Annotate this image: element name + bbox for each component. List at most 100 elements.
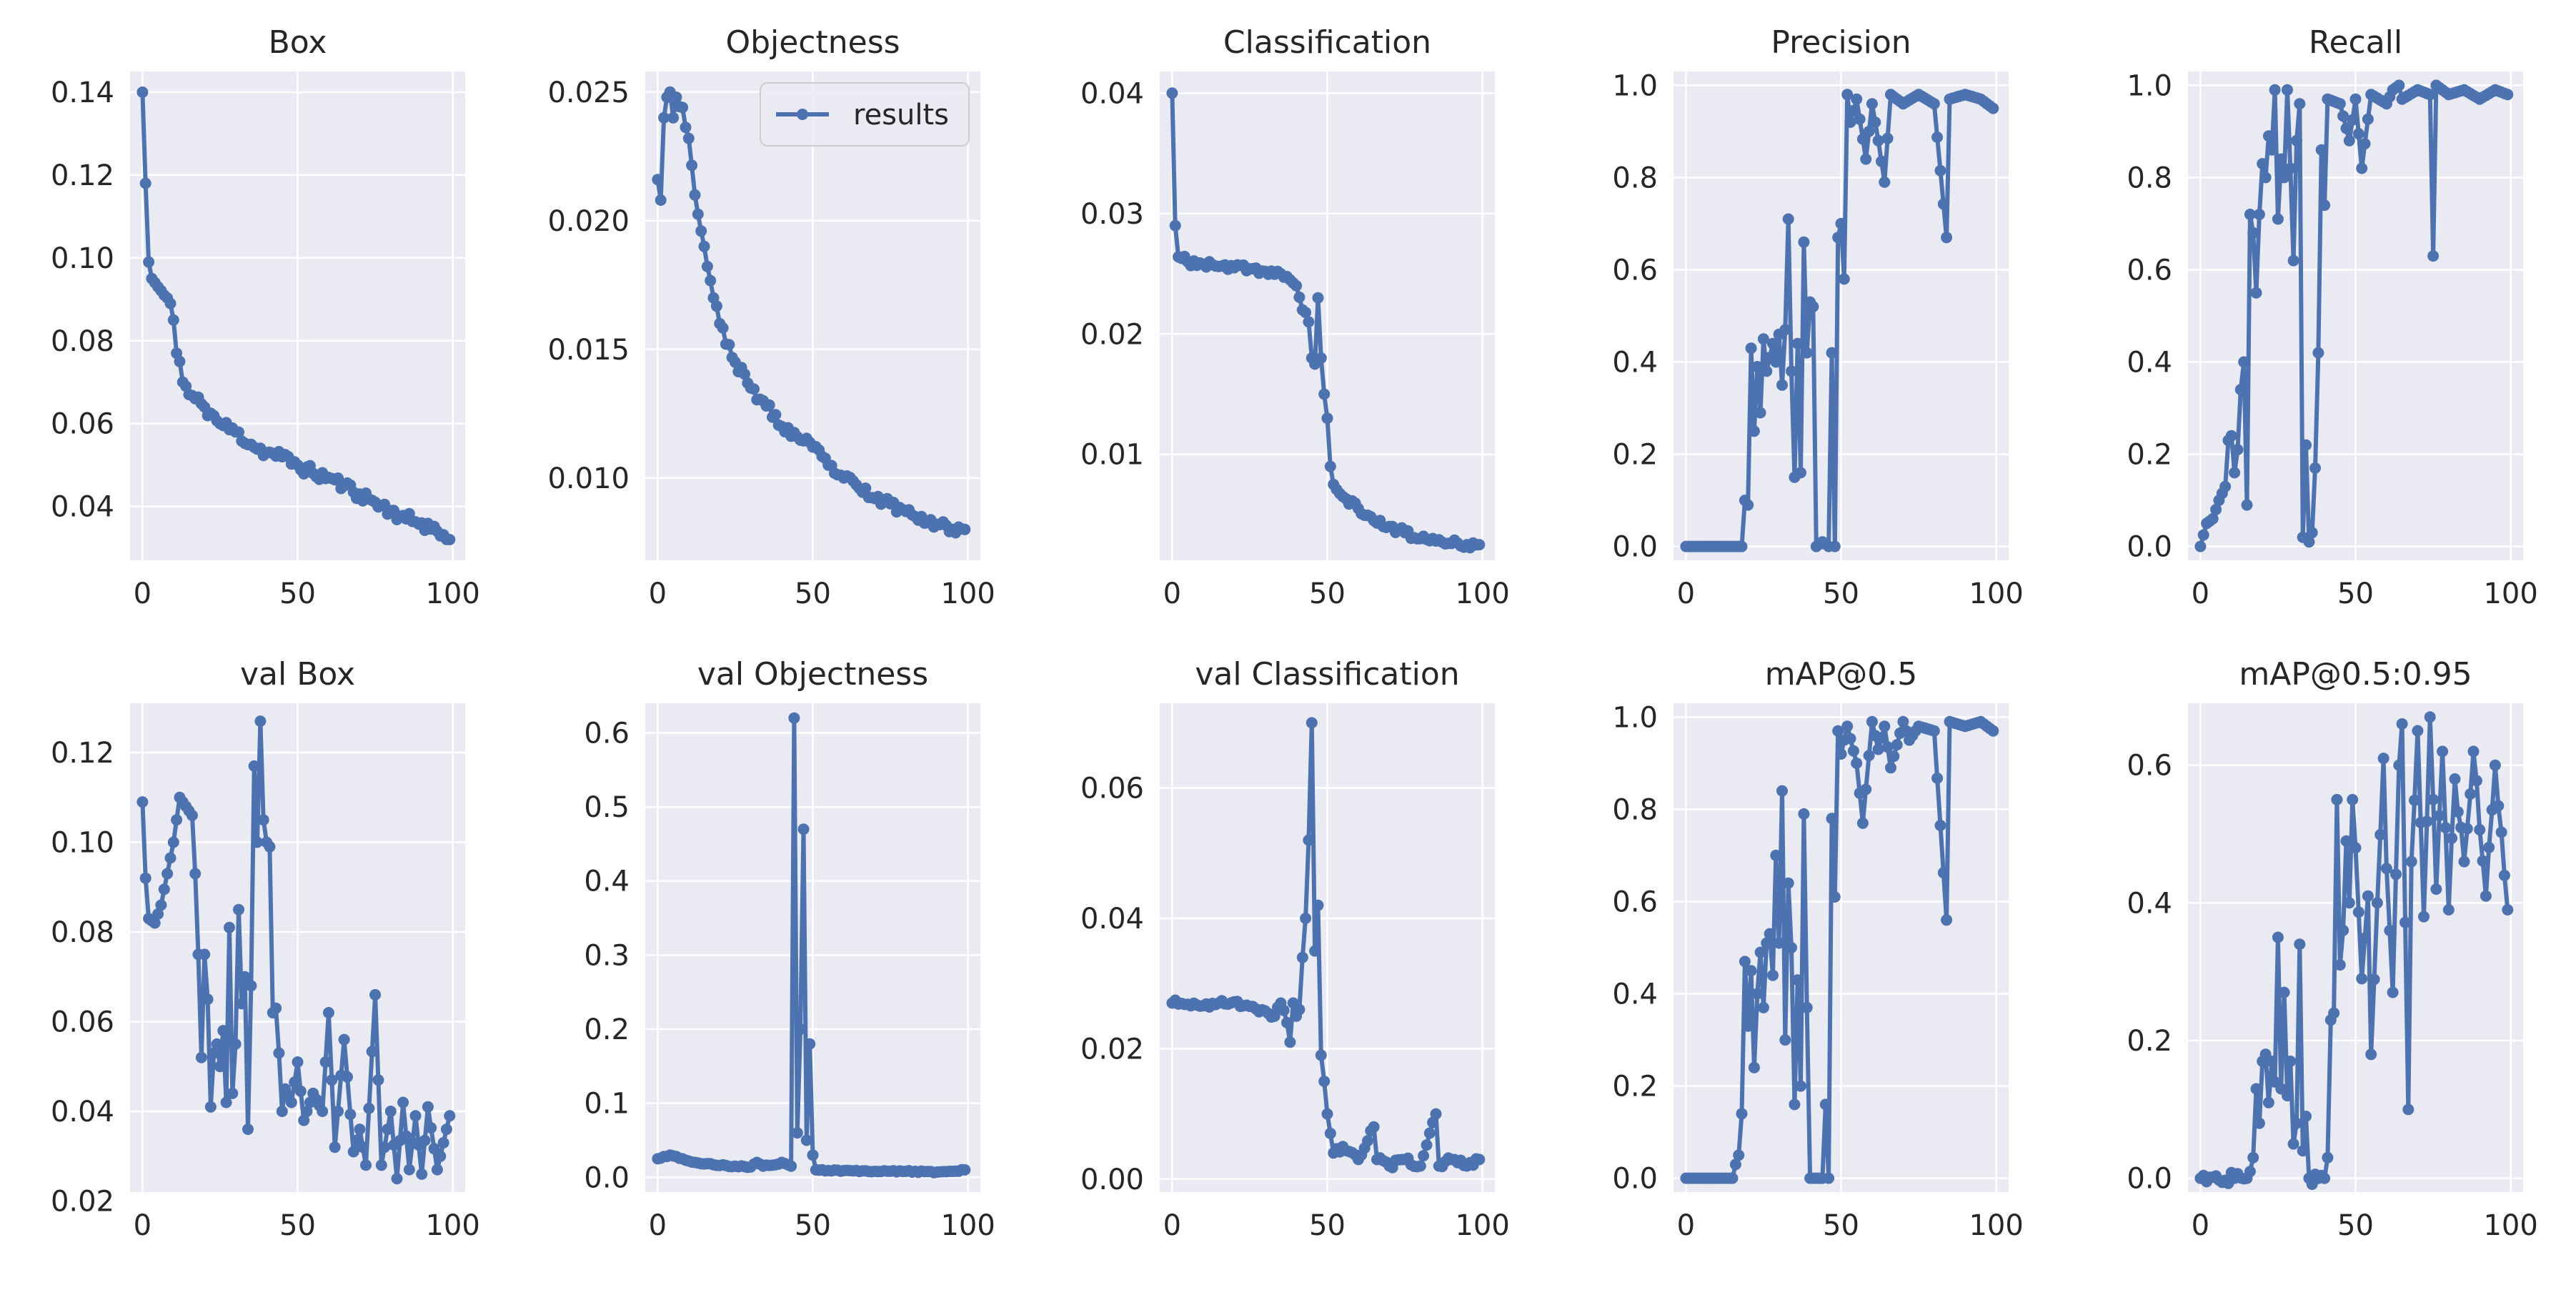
data-point bbox=[2306, 527, 2318, 539]
series-line bbox=[140, 719, 452, 1181]
y-tick-label: 0.2 bbox=[584, 1013, 630, 1046]
data-point bbox=[2384, 925, 2396, 936]
data-point bbox=[1754, 946, 1766, 958]
data-point bbox=[1838, 273, 1850, 285]
data-point bbox=[149, 917, 161, 929]
data-point bbox=[1819, 1098, 1831, 1111]
data-point bbox=[797, 823, 810, 835]
data-point bbox=[1786, 365, 1797, 377]
data-point bbox=[1941, 232, 1953, 244]
data-point bbox=[677, 101, 689, 114]
data-point bbox=[2262, 130, 2274, 142]
data-point bbox=[1835, 748, 1847, 760]
data-point bbox=[2449, 773, 2461, 785]
data-point bbox=[1166, 87, 1178, 99]
data-point bbox=[208, 1047, 220, 1059]
data-point bbox=[1296, 951, 1308, 963]
data-point bbox=[1863, 750, 1875, 762]
data-point bbox=[1795, 467, 1806, 479]
data-point bbox=[167, 836, 179, 848]
data-point bbox=[1847, 745, 1859, 757]
data-point bbox=[860, 482, 872, 495]
data-point bbox=[2502, 89, 2514, 101]
data-point bbox=[233, 426, 244, 438]
data-point bbox=[2247, 227, 2259, 239]
y-tick-label: 0.1 bbox=[584, 1088, 630, 1121]
y-tick-label: 0.0 bbox=[2127, 1163, 2172, 1196]
y-tick-label: 0.00 bbox=[1080, 1164, 1144, 1196]
data-point bbox=[2343, 134, 2355, 147]
data-point bbox=[1773, 937, 1785, 949]
data-point bbox=[1776, 379, 1788, 391]
data-point bbox=[682, 132, 695, 144]
y-tick-label: 0.6 bbox=[1612, 885, 1658, 918]
data-point bbox=[276, 1106, 288, 1117]
data-point bbox=[2427, 250, 2440, 262]
data-point bbox=[2266, 1056, 2278, 1067]
data-point bbox=[1414, 1160, 1426, 1172]
y-tick-label: 0.4 bbox=[2127, 347, 2172, 379]
data-point bbox=[1941, 914, 1953, 926]
data-point bbox=[2446, 832, 2458, 844]
x-tick-label: 0 bbox=[2192, 1209, 2209, 1242]
data-point bbox=[289, 1076, 301, 1088]
y-tick-label: 0.14 bbox=[51, 76, 114, 109]
data-point bbox=[763, 399, 775, 411]
data-point bbox=[2238, 356, 2250, 368]
x-tick-label: 0 bbox=[1677, 1209, 1695, 1242]
data-point bbox=[2300, 439, 2312, 451]
data-point bbox=[2294, 98, 2306, 110]
data-point bbox=[167, 314, 179, 326]
data-point bbox=[1869, 116, 1881, 128]
legend: results bbox=[760, 82, 970, 147]
y-tick-label: 0.08 bbox=[51, 916, 114, 949]
data-point bbox=[2334, 959, 2346, 971]
y-tick-label: 0.04 bbox=[1080, 903, 1144, 936]
data-point bbox=[1421, 1139, 1433, 1151]
data-point bbox=[1826, 347, 1838, 359]
data-point bbox=[161, 868, 174, 880]
data-point bbox=[1754, 407, 1766, 419]
data-point bbox=[2328, 1007, 2340, 1019]
data-point bbox=[2275, 153, 2287, 165]
x-tick-label: 0 bbox=[134, 577, 151, 610]
data-point bbox=[2421, 815, 2433, 828]
data-point bbox=[2340, 835, 2352, 847]
y-tick-label: 0.010 bbox=[547, 462, 630, 495]
data-point bbox=[1303, 316, 1315, 328]
x-tick-label: 100 bbox=[940, 577, 995, 610]
data-point bbox=[2225, 430, 2237, 442]
data-point bbox=[2477, 855, 2489, 867]
data-point bbox=[158, 883, 170, 895]
data-point bbox=[342, 1071, 353, 1083]
data-point bbox=[1841, 720, 1854, 733]
y-tick-label: 0.06 bbox=[1080, 773, 1144, 805]
data-point bbox=[2433, 810, 2445, 822]
x-tick-label: 0 bbox=[1163, 1209, 1181, 1242]
data-point bbox=[2393, 759, 2405, 771]
panel-title: Objectness bbox=[725, 24, 900, 61]
data-point bbox=[2297, 1145, 2309, 1157]
data-point bbox=[202, 993, 214, 1006]
panel-recall: 0 50 100 0.0 0.2 0.4 0.6 0.8 1.0 Recall bbox=[2127, 24, 2537, 610]
data-point bbox=[2244, 1166, 2256, 1178]
data-point bbox=[2495, 826, 2507, 838]
data-point bbox=[285, 1096, 297, 1108]
y-tick-label: 0.06 bbox=[51, 1006, 114, 1039]
data-point bbox=[242, 1123, 254, 1136]
data-point bbox=[379, 1141, 391, 1153]
y-tick-label: 0.2 bbox=[1612, 439, 1658, 472]
data-point bbox=[1844, 116, 1856, 128]
data-point bbox=[2287, 1138, 2299, 1150]
x-tick-label: 50 bbox=[279, 577, 316, 610]
data-point bbox=[2390, 868, 2402, 880]
data-point bbox=[2430, 883, 2442, 895]
data-point bbox=[199, 948, 211, 961]
data-point bbox=[1832, 232, 1844, 244]
data-point bbox=[1829, 891, 1841, 903]
data-point bbox=[1795, 1080, 1806, 1092]
y-tick-label: 0.6 bbox=[584, 717, 630, 750]
data-point bbox=[723, 339, 735, 351]
data-point bbox=[1863, 125, 1875, 137]
y-tick-label: 0.06 bbox=[51, 408, 114, 441]
